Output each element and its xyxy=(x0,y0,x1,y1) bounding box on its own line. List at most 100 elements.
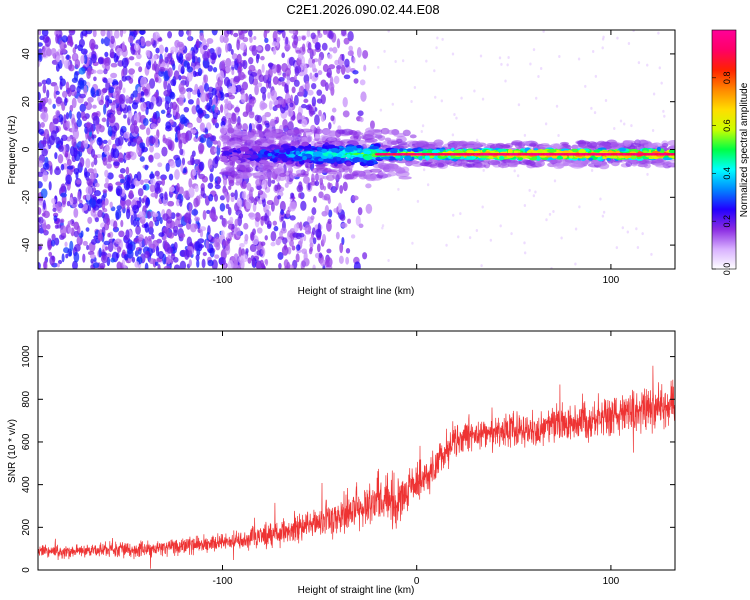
spectrogram-cell xyxy=(161,146,168,157)
spectrogram-cell xyxy=(60,137,64,146)
spectrogram-cell xyxy=(248,99,255,108)
spectrogram-y-tick-label: -40 xyxy=(21,237,32,252)
spectrogram-cell xyxy=(289,173,297,179)
spectrogram-cell xyxy=(301,118,308,128)
spectrogram-cell xyxy=(105,177,109,184)
spectrogram-cell xyxy=(100,38,105,45)
spectrogram-cell xyxy=(150,192,157,198)
spectrogram-cell xyxy=(342,97,348,108)
spectrogram-cell xyxy=(279,147,284,151)
spectrogram-cell xyxy=(169,160,176,169)
spectrogram-cell xyxy=(83,84,88,96)
spectrogram-cell xyxy=(248,57,254,65)
spectrogram-cell xyxy=(537,75,540,79)
spectrogram-cell xyxy=(607,141,619,148)
spectrogram-cell xyxy=(246,182,252,191)
spectrogram-cell xyxy=(288,30,296,34)
spectrogram-cell xyxy=(156,116,161,124)
spectrogram-cell xyxy=(136,53,142,60)
spectrogram-cell xyxy=(296,173,309,177)
spectrogram-cell xyxy=(320,94,326,105)
spectrogram-cell xyxy=(377,65,380,69)
spectrogram-cell xyxy=(457,235,460,239)
spectrogram-cell xyxy=(157,263,161,269)
spectrogram-cell xyxy=(38,171,44,177)
spectrogram-cell xyxy=(170,79,176,87)
spectrogram-cell xyxy=(578,149,586,154)
spectrogram-cell xyxy=(300,260,305,269)
spectrogram-cell xyxy=(187,124,194,129)
spectrogram-cell xyxy=(183,106,190,113)
spectrogram-cell xyxy=(56,200,62,212)
spectrogram-cell xyxy=(316,89,323,96)
spectrogram-cell xyxy=(657,31,660,35)
spectrogram-cell xyxy=(233,130,248,136)
spectrogram-cell xyxy=(548,212,552,216)
spectrogram-cell xyxy=(110,35,115,45)
spectrogram-cell xyxy=(50,239,56,247)
spectrogram-cell xyxy=(286,261,291,269)
spectrogram-cell xyxy=(272,30,278,42)
spectrogram-cell xyxy=(204,82,209,92)
spectrogram-cell xyxy=(590,168,594,172)
spectrogram-cell xyxy=(128,77,134,84)
spectrogram-cell xyxy=(150,37,154,46)
spectrogram-cell xyxy=(406,140,417,145)
spectrogram-cell xyxy=(103,240,111,246)
spectrogram-cell xyxy=(521,140,532,145)
spectrogram-cell xyxy=(91,134,97,139)
spectrogram-cell xyxy=(303,98,309,104)
spectrogram-cell xyxy=(355,215,361,226)
spectrogram-cell xyxy=(280,209,284,216)
spectrogram-cell xyxy=(347,50,354,57)
spectrogram-cell xyxy=(125,166,130,175)
spectrogram-cell xyxy=(55,55,61,63)
spectrogram-cell xyxy=(66,54,70,60)
spectrogram-cell xyxy=(321,42,328,51)
spectrogram-cell xyxy=(208,97,213,106)
spectrogram-cell xyxy=(309,246,313,252)
spectrogram-cell xyxy=(630,154,637,160)
spectrogram-cell xyxy=(129,151,137,161)
snr-x-tick-label: 100 xyxy=(603,576,620,587)
spectrogram-cell xyxy=(201,258,206,269)
spectrogram-cell xyxy=(139,179,144,185)
spectrogram-cell xyxy=(480,264,483,268)
spectrogram-cell xyxy=(328,209,333,218)
spectrogram-cell xyxy=(110,62,118,68)
spectrogram-cell xyxy=(248,111,255,119)
spectrogram-cell xyxy=(105,246,109,251)
spectrogram-cell xyxy=(291,86,296,94)
spectrogram-cell xyxy=(499,155,505,161)
spectrogram-cell xyxy=(314,41,321,51)
spectrogram-cell xyxy=(248,212,256,220)
spectrogram-cell xyxy=(83,139,89,149)
spectrogram-cell xyxy=(204,113,210,119)
spectrogram-cell xyxy=(71,136,77,148)
spectrogram-cell xyxy=(148,226,154,235)
spectrogram-cell xyxy=(293,128,305,134)
spectrogram-cell xyxy=(236,150,242,154)
spectrogram-cell xyxy=(97,57,104,65)
spectrogram-cell xyxy=(248,73,255,85)
spectrogram-y-label: Frequency (Hz) xyxy=(7,116,18,185)
spectrogram-cell xyxy=(601,37,605,41)
spectrogram-cell xyxy=(529,142,537,147)
spectrogram-cell xyxy=(173,229,178,237)
spectrogram-cell xyxy=(277,30,285,33)
snr-y-tick-label: 0 xyxy=(21,567,32,573)
spectrogram-cell xyxy=(289,102,294,108)
spectrogram-cell xyxy=(330,148,339,153)
spectrogram-cell xyxy=(264,37,269,44)
spectrogram-cell xyxy=(514,142,522,149)
spectrogram-cell xyxy=(318,252,323,259)
spectrogram-cell xyxy=(78,38,85,48)
spectrogram-cell xyxy=(61,55,65,65)
spectrogram-cell xyxy=(207,158,213,170)
spectrogram-cell xyxy=(327,153,333,158)
spectrogram-cell xyxy=(97,209,104,218)
spectrogram-cell xyxy=(136,171,142,182)
spectrogram-cell xyxy=(535,155,541,161)
spectrogram-cell xyxy=(266,172,275,179)
spectrogram-cell xyxy=(311,82,317,90)
